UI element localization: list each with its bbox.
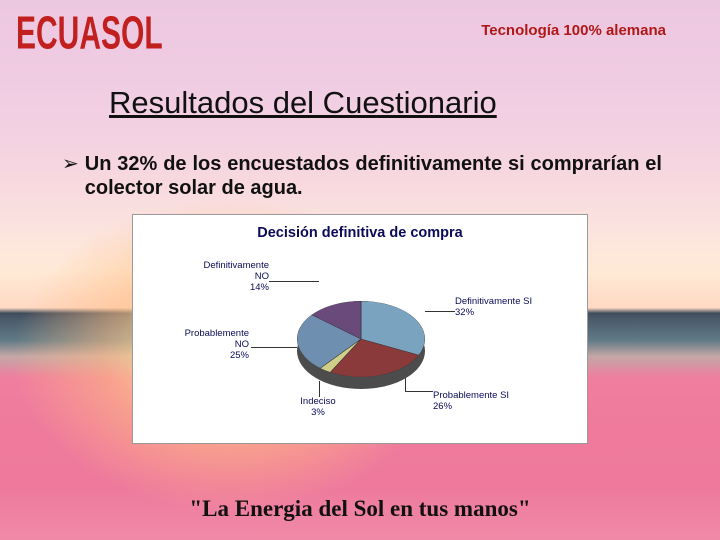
bullet-text: Un 32% de los encuestados definitivament…: [85, 152, 662, 200]
slice-label-prob-si: Probablemente SI 26%: [433, 391, 553, 413]
slide: ECUASOL Tecnología 100% alemana Resultad…: [0, 0, 720, 540]
page-title: Resultados del Cuestionario: [109, 85, 497, 121]
pie-top: [297, 301, 425, 377]
bullet-marker: ➢: [62, 152, 79, 176]
slice-label-def-no: Definitivamente NO 14%: [159, 261, 269, 294]
pie-svg: [297, 301, 425, 377]
tagline: Tecnología 100% alemana: [481, 22, 666, 39]
pie-chart: [297, 301, 425, 429]
chart-title: Decisión definitiva de compra: [133, 225, 587, 241]
brand-logo: ECUASOL: [16, 8, 163, 61]
leader-line: [425, 311, 455, 312]
footer-quote: "La Energia del Sol en tus manos": [0, 496, 720, 522]
slice-label-def-si: Definitivamente SI 32%: [455, 297, 575, 319]
leader-line: [251, 347, 297, 348]
slice-label-prob-no: Probablemente NO 25%: [139, 329, 249, 362]
bullet-item: ➢ Un 32% de los encuestados definitivame…: [62, 152, 662, 200]
leader-line: [269, 281, 319, 282]
pie-chart-card: Decisión definitiva de compra Definitiva…: [132, 214, 588, 444]
